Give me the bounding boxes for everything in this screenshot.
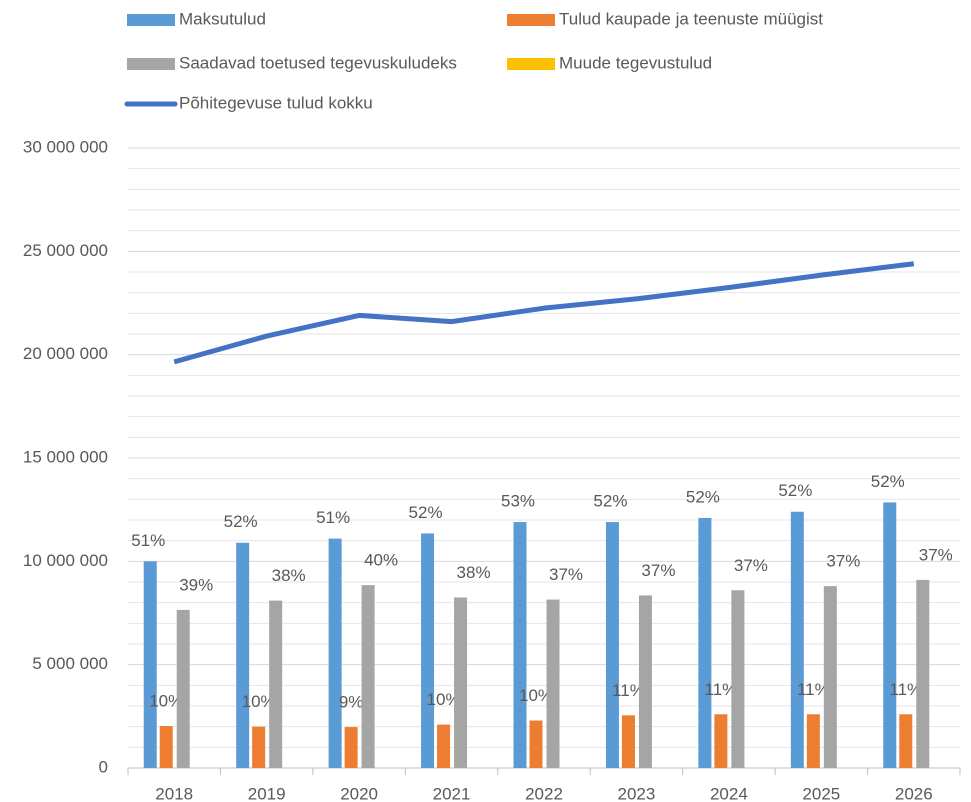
y-tick-label: 5 000 000: [32, 654, 108, 673]
bar: [454, 597, 468, 768]
bar: [361, 585, 375, 768]
bar: [883, 502, 897, 768]
bar: [916, 579, 930, 768]
legend-label: Maksutulud: [179, 9, 266, 28]
bar: [328, 538, 342, 768]
share-label: 40%: [364, 551, 398, 570]
share-label: 11%: [705, 680, 738, 699]
share-label: 52%: [686, 487, 720, 506]
share-label: 52%: [593, 492, 627, 511]
bar: [513, 522, 527, 768]
y-tick-label: 25 000 000: [23, 241, 108, 260]
bar: [731, 590, 745, 768]
legend-label: Põhitegevuse tulud kokku: [179, 93, 373, 112]
share-label: 51%: [131, 531, 165, 550]
bar: [899, 714, 913, 768]
legend-swatch: [507, 14, 555, 26]
x-tick-label: 2025: [802, 784, 840, 802]
x-tick-label: 2021: [433, 784, 471, 802]
bar: [638, 595, 652, 768]
share-label: 53%: [501, 492, 535, 511]
bar: [344, 727, 358, 768]
bar: [437, 724, 451, 768]
x-tick-label: 2019: [248, 784, 286, 802]
legend-label: Saadavad toetused tegevuskuludeks: [179, 53, 457, 72]
bar: [143, 561, 157, 768]
legend-swatch: [127, 58, 175, 70]
share-label: 11%: [612, 681, 645, 700]
share-label: 39%: [179, 575, 213, 594]
bar: [421, 533, 435, 768]
bar: [529, 720, 543, 768]
bar: [790, 511, 804, 768]
bar: [621, 715, 635, 768]
share-label: 52%: [224, 512, 258, 531]
x-tick-label: 2018: [155, 784, 193, 802]
line: [173, 261, 915, 365]
bar: [236, 542, 250, 768]
bar: [823, 586, 837, 768]
y-tick-label: 20 000 000: [23, 344, 108, 363]
x-tick-label: 2022: [525, 784, 563, 802]
share-label: 38%: [457, 563, 491, 582]
y-tick-label: 30 000 000: [23, 137, 108, 156]
legend-label: Tulud kaupade ja teenuste müügist: [559, 9, 823, 28]
share-label: 37%: [919, 545, 953, 564]
share-label: 37%: [826, 552, 860, 571]
share-label: 37%: [641, 561, 675, 580]
share-label: 52%: [409, 503, 443, 522]
bar: [159, 726, 173, 768]
share-label: 10%: [242, 692, 276, 711]
x-tick-label: 2020: [340, 784, 378, 802]
bar: [546, 599, 560, 768]
share-label: 9%: [339, 693, 364, 712]
bar: [714, 714, 728, 768]
share-label: 52%: [871, 472, 905, 491]
y-tick-label: 15 000 000: [23, 447, 108, 466]
legend-swatch: [507, 58, 555, 70]
x-tick-label: 2024: [710, 784, 748, 802]
bar: [176, 609, 190, 768]
share-label: 11%: [889, 680, 922, 699]
share-label: 37%: [549, 565, 583, 584]
share-label: 10%: [149, 692, 183, 711]
x-tick-label: 2026: [895, 784, 933, 802]
share-label: 52%: [778, 481, 812, 500]
legend-label: Muude tegevustulud: [559, 53, 712, 72]
share-label: 10%: [519, 686, 553, 705]
y-tick-label: 0: [99, 757, 108, 776]
share-label: 38%: [272, 566, 306, 585]
share-label: 51%: [316, 508, 350, 527]
bar: [806, 714, 820, 768]
bar: [269, 600, 283, 768]
share-label: 10%: [427, 690, 461, 709]
y-tick-label: 10 000 000: [23, 551, 108, 570]
bar: [605, 522, 619, 768]
share-label: 11%: [797, 680, 830, 699]
x-tick-label: 2023: [618, 784, 656, 802]
share-label: 37%: [734, 556, 768, 575]
legend-swatch: [127, 14, 175, 26]
bar: [252, 726, 266, 768]
bar: [698, 517, 712, 768]
